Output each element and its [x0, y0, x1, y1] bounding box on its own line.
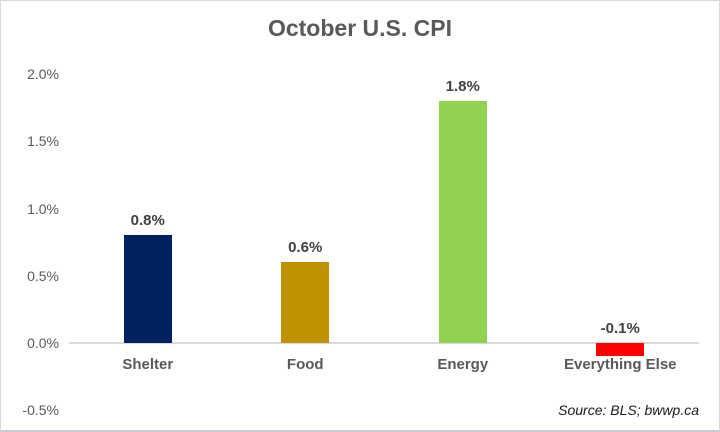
bar-everything-else	[596, 343, 645, 357]
source-note: Source: BLS; bwwp.ca	[558, 402, 699, 418]
bar-energy	[438, 100, 487, 343]
y-axis-tick-label: 1.5%	[27, 133, 59, 150]
y-axis-tick-label: 1.0%	[27, 200, 59, 217]
chart-title: October U.S. CPI	[267, 15, 453, 41]
bar-value-label: -0.1%	[600, 320, 640, 337]
bar-shelter	[123, 235, 172, 343]
category-label: Shelter	[122, 356, 174, 373]
y-axis-tick-label: 0.0%	[27, 335, 59, 351]
y-axis-tick-label: 0.5%	[27, 267, 59, 284]
category-label: Energy	[437, 356, 489, 373]
bar-food	[281, 262, 330, 343]
category-label: Everything Else	[563, 356, 677, 373]
category-label: Food	[286, 356, 324, 373]
bar-value-label: 0.6%	[288, 239, 323, 257]
y-axis-tick-label: -0.5%	[22, 402, 59, 419]
x-axis-line	[69, 342, 699, 344]
bar-value-label: 1.8%	[445, 77, 480, 95]
y-axis-tick-label: 2.0%	[27, 66, 59, 82]
bar-value-label: 0.8%	[130, 212, 165, 230]
